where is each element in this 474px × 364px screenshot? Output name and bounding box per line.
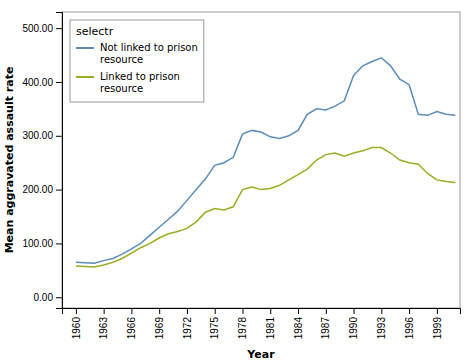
x-tick-label: 1981 — [265, 317, 276, 340]
x-tick-label: 1996 — [404, 317, 415, 340]
x-tick-mark — [187, 308, 188, 314]
legend-swatch — [76, 76, 94, 78]
chart: 1960 1963 1966 1969 1972 1975 1978 1981 1984 1987… — [0, 0, 474, 364]
y-tick-mark — [56, 243, 62, 244]
x-tick-label: 1969 — [154, 317, 165, 340]
legend-label: Not linked to prisonresource — [100, 42, 198, 65]
y-axis: 0.00 100.00 200.00 300.00 400.00 500.00 — [22, 13, 62, 309]
x-tick-mark — [354, 308, 355, 314]
x-tick-mark — [298, 308, 299, 314]
y-tick-mark — [56, 297, 62, 298]
legend-title: selectr — [76, 25, 114, 38]
x-tick-mark — [104, 308, 105, 314]
x-tick-mark — [409, 308, 410, 314]
x-tick: 1999 — [432, 308, 443, 339]
x-tick-label: 1975 — [209, 317, 220, 340]
x-tick: 1996 — [404, 308, 415, 339]
plot-frame — [62, 12, 460, 308]
x-tick: 1969 — [154, 308, 165, 339]
y-axis-line — [56, 13, 63, 309]
x-tick: 1993 — [376, 308, 387, 339]
y-tick: 200.00 — [22, 184, 62, 195]
x-tick-mark — [76, 308, 77, 314]
x-tick-label: 1972 — [182, 317, 193, 340]
y-axis-title: Mean aggravated assault rate — [3, 67, 16, 254]
legend-box — [70, 20, 204, 102]
x-tick-mark — [242, 308, 243, 314]
x-tick: 1984 — [293, 308, 304, 339]
x-tick-label: 1993 — [376, 317, 387, 340]
y-tick: 400.00 — [22, 77, 62, 88]
y-tick-mark — [56, 82, 62, 83]
x-axis: 1960 1963 1966 1969 1972 1975 1978 1981 1984 1987… — [63, 308, 461, 339]
x-axis-line — [63, 309, 461, 315]
lines — [76, 58, 455, 267]
y-tick-label: 200.00 — [22, 184, 53, 195]
x-axis-title: Year — [246, 348, 275, 361]
y-tick: 0.00 — [34, 292, 62, 303]
x-tick: 1981 — [265, 308, 276, 339]
y-tick-mark — [56, 28, 62, 29]
x-tick: 1975 — [209, 308, 220, 339]
y-tick-label: 500.00 — [22, 23, 53, 34]
y-tick: 100.00 — [22, 238, 62, 249]
x-tick-mark — [159, 308, 160, 314]
x-tick-label: 1960 — [71, 317, 82, 340]
x-tick-label: 1963 — [98, 317, 109, 340]
x-tick-mark — [326, 308, 327, 314]
x-tick: 1966 — [126, 308, 137, 339]
x-tick-label: 1978 — [237, 317, 248, 340]
x-tick-label: 1966 — [126, 317, 137, 340]
x-tick-mark — [270, 308, 271, 314]
legend-label: Linked to prisonresource — [100, 71, 180, 94]
y-tick-mark — [56, 136, 62, 137]
legend-swatch — [76, 47, 94, 49]
x-tick: 1978 — [237, 308, 248, 339]
series-line — [76, 148, 455, 267]
x-tick-label: 1999 — [432, 317, 443, 340]
x-tick-label: 1984 — [293, 317, 304, 340]
x-tick-label: 1990 — [348, 317, 359, 340]
x-tick-mark — [437, 308, 438, 314]
y-tick-label: 300.00 — [22, 130, 53, 141]
x-tick-mark — [131, 308, 132, 314]
x-tick-label: 1987 — [320, 317, 331, 340]
y-tick: 500.00 — [22, 23, 62, 34]
x-tick: 1990 — [348, 308, 359, 339]
plot: 1960 1963 1966 1969 1972 1975 1978 1981 1984 1987… — [22, 12, 460, 339]
legend: selectr Not linked to prisonresource Linke… — [70, 20, 204, 102]
y-tick-label: 100.00 — [22, 238, 53, 249]
y-tick: 300.00 — [22, 130, 62, 141]
series-line — [76, 58, 455, 264]
y-tick-label: 400.00 — [22, 77, 53, 88]
y-tick-mark — [56, 190, 62, 191]
x-tick: 1963 — [98, 308, 109, 339]
x-tick: 1960 — [71, 308, 82, 339]
x-tick-mark — [215, 308, 216, 314]
x-tick-mark — [381, 308, 382, 314]
x-tick: 1972 — [182, 308, 193, 339]
x-tick: 1987 — [320, 308, 331, 339]
y-tick-label: 0.00 — [34, 292, 54, 303]
